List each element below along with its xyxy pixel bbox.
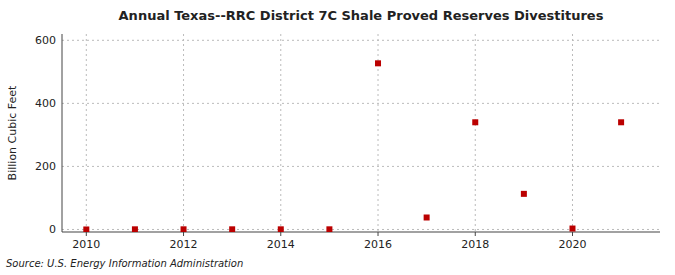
point [181, 226, 187, 232]
point [375, 60, 381, 66]
point [521, 191, 527, 197]
x-tick-label: 2020 [558, 238, 586, 251]
x-tick-label: 2012 [170, 238, 198, 251]
point [326, 226, 332, 232]
y-tick-label: 400 [35, 97, 56, 110]
point [472, 119, 478, 125]
x-tick [572, 232, 573, 236]
y-grid-line [62, 166, 660, 167]
x-grid-line [86, 34, 87, 232]
points [83, 60, 624, 232]
x-tick [378, 232, 379, 236]
y-axis-label: Billion Cubic Feet [6, 85, 19, 180]
point [132, 226, 138, 232]
source-note: Source: U.S. Energy Information Administ… [6, 258, 243, 269]
x-tick-label: 2010 [72, 238, 100, 251]
y-tick-label: 200 [35, 160, 56, 173]
y-axis-line [62, 34, 63, 232]
x-tick [86, 232, 87, 236]
point [618, 119, 624, 125]
title: Annual Texas--RRC District 7C Shale Prov… [119, 8, 604, 23]
point [424, 214, 430, 220]
x-tick [475, 232, 476, 236]
x-tick-label: 2014 [267, 238, 295, 251]
grid [62, 34, 660, 232]
x-tick-label: 2018 [461, 238, 489, 251]
x-grid-line [572, 34, 573, 232]
chart: Annual Texas--RRC District 7C Shale Prov… [0, 0, 675, 275]
point [229, 226, 235, 232]
x-grid-line [475, 34, 476, 232]
point [83, 226, 89, 232]
x-tick [280, 232, 281, 236]
point [569, 226, 575, 232]
y-grid-line [62, 40, 660, 41]
x-axis-line [62, 231, 660, 232]
point [278, 226, 284, 232]
y-tick-label: 0 [49, 223, 56, 236]
x-grid-line [183, 34, 184, 232]
y-tick-label: 600 [35, 34, 56, 47]
x-grid-line [280, 34, 281, 232]
x-tick [183, 232, 184, 236]
x-tick-label: 2016 [364, 238, 392, 251]
y-grid-line [62, 103, 660, 104]
